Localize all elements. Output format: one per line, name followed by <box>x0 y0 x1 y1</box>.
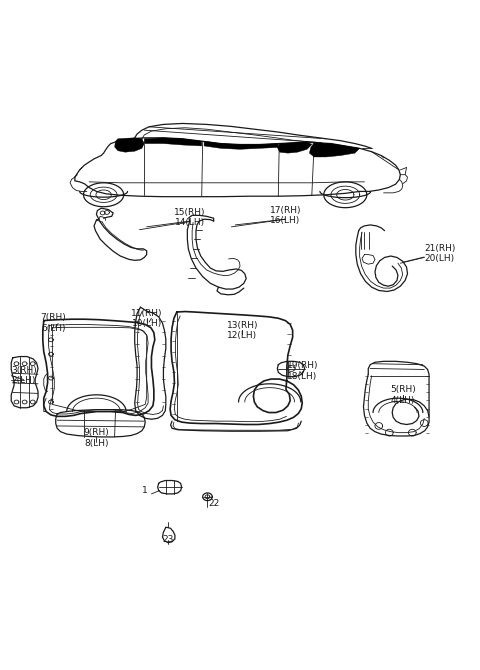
Text: 22: 22 <box>208 499 219 508</box>
Polygon shape <box>277 141 312 153</box>
Polygon shape <box>115 138 144 152</box>
Text: 19(RH)
18(LH): 19(RH) 18(LH) <box>287 361 318 381</box>
Text: 5(RH)
4(LH): 5(RH) 4(LH) <box>390 385 416 405</box>
Text: 9(RH)
8(LH): 9(RH) 8(LH) <box>84 428 109 448</box>
Polygon shape <box>144 138 202 146</box>
Text: 13(RH)
12(LH): 13(RH) 12(LH) <box>227 320 258 340</box>
Text: 1: 1 <box>143 486 148 495</box>
Polygon shape <box>204 141 278 149</box>
Text: 7(RH)
6(LH): 7(RH) 6(LH) <box>40 314 66 333</box>
Polygon shape <box>310 143 360 157</box>
Text: 11(RH)
10(LH): 11(RH) 10(LH) <box>131 309 162 328</box>
Text: 17(RH)
16(LH): 17(RH) 16(LH) <box>270 206 301 225</box>
Text: 3(RH)
2(LH): 3(RH) 2(LH) <box>11 366 36 385</box>
Text: 23: 23 <box>163 535 174 544</box>
Text: 15(RH)
14(LH): 15(RH) 14(LH) <box>174 208 205 227</box>
Text: 21(RH)
20(LH): 21(RH) 20(LH) <box>424 244 456 263</box>
